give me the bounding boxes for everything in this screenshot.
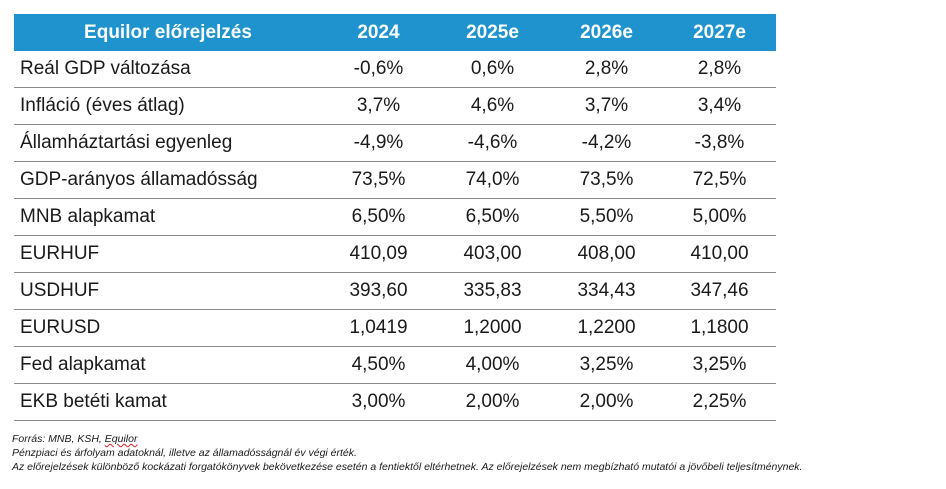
row-label: EKB betéti kamat <box>14 383 322 421</box>
table-row: EKB betéti kamat 3,00% 2,00% 2,00% 2,25% <box>14 383 776 421</box>
table-row: Fed alapkamat 4,50% 4,00% 3,25% 3,25% <box>14 346 776 384</box>
row-label: Államháztartási egyenleg <box>14 124 322 162</box>
source-note: Forrás: MNB, KSH, Equilor <box>12 432 802 446</box>
table-row: EURHUF 410,09 403,00 408,00 410,00 <box>14 235 776 273</box>
cell-value-2024: 1,0419 <box>322 309 435 347</box>
cell-value-2024: -0,6% <box>322 51 435 88</box>
cell-value-2025e: 0,6% <box>435 51 550 88</box>
cell-value-2024: -4,9% <box>322 124 435 162</box>
table-body: Reál GDP változása -0,6% 0,6% 2,8% 2,8% Inflá… <box>14 51 776 421</box>
table-row: Reál GDP változása -0,6% 0,6% 2,8% 2,8% <box>14 51 776 88</box>
footnote-year-end: Pénzpiaci és árfolyam adatoknál, illetve… <box>12 447 357 459</box>
cell-value-2025e: 74,0% <box>435 161 550 199</box>
forecast-table-container: Equilor előrejelzés 2024 2025e 2026e 202… <box>14 14 776 421</box>
cell-value-2024: 410,09 <box>322 235 435 273</box>
row-label: GDP-arányos államadósság <box>14 161 322 199</box>
cell-value-2027e: 3,4% <box>663 87 776 125</box>
source-prefix: Forrás: MNB, KSH, <box>12 433 105 445</box>
row-label: Reál GDP változása <box>14 51 322 88</box>
cell-value-2026e: -4,2% <box>550 124 663 162</box>
cell-value-2025e: 6,50% <box>435 198 550 236</box>
cell-value-2026e: 5,50% <box>550 198 663 236</box>
cell-value-2027e: 410,00 <box>663 235 776 273</box>
cell-value-2024: 3,7% <box>322 87 435 125</box>
table-title: Equilor előrejelzés <box>14 14 322 51</box>
year-header-2026e: 2026e <box>550 14 663 51</box>
table-row: Infláció (éves átlag) 3,7% 4,6% 3,7% 3,4% <box>14 87 776 125</box>
year-header-2027e: 2027e <box>663 14 776 51</box>
cell-value-2026e: 334,43 <box>550 272 663 310</box>
cell-value-2026e: 73,5% <box>550 161 663 199</box>
row-label: EURUSD <box>14 309 322 347</box>
table-row: USDHUF 393,60 335,83 334,43 347,46 <box>14 272 776 310</box>
source-name: Equilor <box>104 433 138 445</box>
cell-value-2026e: 408,00 <box>550 235 663 273</box>
cell-value-2025e: 403,00 <box>435 235 550 273</box>
cell-value-2027e: 72,5% <box>663 161 776 199</box>
cell-value-2025e: 335,83 <box>435 272 550 310</box>
cell-value-2024: 3,00% <box>322 383 435 421</box>
cell-value-2025e: 4,6% <box>435 87 550 125</box>
cell-value-2024: 4,50% <box>322 346 435 384</box>
cell-value-2027e: 347,46 <box>663 272 776 310</box>
cell-value-2026e: 2,00% <box>550 383 663 421</box>
table-row: GDP-arányos államadósság 73,5% 74,0% 73,5% 7… <box>14 161 776 199</box>
table-row: MNB alapkamat 6,50% 6,50% 5,50% 5,00% <box>14 198 776 236</box>
forecast-table: Equilor előrejelzés 2024 2025e 2026e 202… <box>14 14 776 421</box>
cell-value-2024: 6,50% <box>322 198 435 236</box>
footnotes: Forrás: MNB, KSH, Equilor Pénzpiaci és á… <box>12 432 802 474</box>
table-row: EURUSD 1,0419 1,2000 1,2200 1,1800 <box>14 309 776 347</box>
row-label: USDHUF <box>14 272 322 310</box>
cell-value-2025e: 4,00% <box>435 346 550 384</box>
cell-value-2027e: 5,00% <box>663 198 776 236</box>
cell-value-2025e: 2,00% <box>435 383 550 421</box>
row-label: EURHUF <box>14 235 322 273</box>
cell-value-2024: 73,5% <box>322 161 435 199</box>
cell-value-2025e: -4,6% <box>435 124 550 162</box>
year-header-2024: 2024 <box>322 14 435 51</box>
cell-value-2024: 393,60 <box>322 272 435 310</box>
footnote-disclaimer: Az előrejelzések különböző kockázati for… <box>12 461 803 473</box>
row-label: Infláció (éves átlag) <box>14 87 322 125</box>
cell-value-2027e: 3,25% <box>663 346 776 384</box>
cell-value-2027e: -3,8% <box>663 124 776 162</box>
cell-value-2027e: 2,25% <box>663 383 776 421</box>
year-header-2025e: 2025e <box>435 14 550 51</box>
cell-value-2026e: 2,8% <box>550 51 663 88</box>
table-row: Államháztartási egyenleg -4,9% -4,6% -4,2% -… <box>14 124 776 162</box>
cell-value-2026e: 3,25% <box>550 346 663 384</box>
cell-value-2026e: 3,7% <box>550 87 663 125</box>
row-label: Fed alapkamat <box>14 346 322 384</box>
cell-value-2025e: 1,2000 <box>435 309 550 347</box>
table-header-row: Equilor előrejelzés 2024 2025e 2026e 202… <box>14 14 776 51</box>
cell-value-2027e: 2,8% <box>663 51 776 88</box>
cell-value-2026e: 1,2200 <box>550 309 663 347</box>
cell-value-2027e: 1,1800 <box>663 309 776 347</box>
row-label: MNB alapkamat <box>14 198 322 236</box>
